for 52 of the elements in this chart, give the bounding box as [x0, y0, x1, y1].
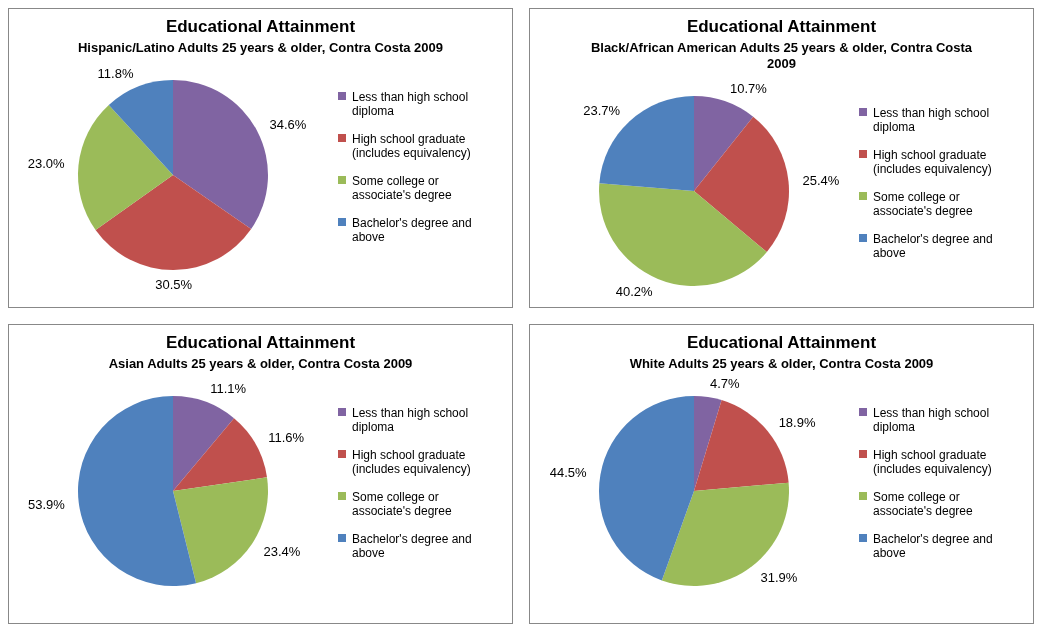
pie-slice: [78, 396, 197, 586]
legend-label: Less than high school diploma: [352, 406, 469, 434]
data-label: 18.9%: [778, 414, 816, 430]
pie-slice: [173, 80, 268, 230]
data-label: 23.0%: [27, 156, 66, 172]
data-label: 40.2%: [615, 284, 654, 300]
chart-title: Educational Attainment: [165, 17, 356, 36]
pie-slice: [173, 418, 268, 491]
pie-slice: [694, 96, 754, 191]
chart-subtitle: White Adults 25 years & older, Contra Costa 2009: [629, 356, 934, 371]
legend-label: Some college or associate's degree: [873, 190, 974, 218]
data-label: 4.7%: [710, 375, 741, 391]
data-label: 31.9%: [760, 569, 798, 585]
legend-label: High school graduate (includes equivalency): [873, 448, 992, 476]
data-label: 10.7%: [729, 80, 768, 96]
chart-subtitle: Hispanic/Latino Adults 25 years & older, Contra Costa 2009: [77, 40, 444, 55]
pie-slice: [95, 175, 252, 270]
pie-slice: [694, 116, 789, 253]
chart-title: Educational Attainment: [165, 333, 356, 352]
data-label: 11.6%: [268, 430, 305, 446]
pie-slice: [108, 80, 173, 175]
data-label: 25.4%: [802, 172, 840, 188]
data-label: 53.9%: [27, 496, 66, 512]
chart-subtitle: Asian Adults 25 years & older, Contra Costa 2009: [108, 356, 413, 371]
pie-slice: [78, 104, 173, 231]
legend-label: Some college or associate's degree: [873, 490, 974, 518]
legend-label: High school graduate (includes equivalency): [352, 448, 471, 476]
data-label: 30.5%: [155, 276, 193, 292]
pie-slice: [599, 396, 694, 581]
legend-label: High school graduate (includes equivalency): [873, 148, 992, 176]
legend-label: Less than high school diploma: [873, 406, 990, 434]
data-label: 11.8%: [97, 65, 134, 81]
data-label: 34.6%: [269, 116, 307, 132]
pie-slice: [694, 396, 722, 491]
legend-label: Bachelor's degree and above: [873, 232, 993, 260]
legend-label: Bachelor's degree and above: [352, 216, 472, 244]
pie-slice: [599, 183, 767, 286]
legend-label: Less than high school diploma: [873, 106, 990, 134]
legend-label: Some college or associate's degree: [352, 490, 453, 518]
chart-title: Educational Attainment: [686, 333, 877, 352]
legend-label: High school graduate (includes equivalency): [352, 132, 471, 160]
legend-label: Bachelor's degree and above: [873, 532, 993, 560]
data-label: 23.4%: [263, 544, 301, 560]
data-label: 23.7%: [583, 103, 621, 119]
data-label: 44.5%: [549, 464, 588, 480]
pie-slice: [173, 396, 235, 491]
legend-label: Less than high school diploma: [352, 90, 469, 118]
legend-label: Bachelor's degree and above: [352, 532, 472, 560]
chart-title: Educational Attainment: [686, 17, 877, 36]
legend-label: Some college or associate's degree: [352, 174, 453, 202]
chart-subtitle: Black/African American Adults 25 years & older, Contra Costa 2009: [590, 40, 973, 71]
data-label: 11.1%: [210, 381, 247, 397]
